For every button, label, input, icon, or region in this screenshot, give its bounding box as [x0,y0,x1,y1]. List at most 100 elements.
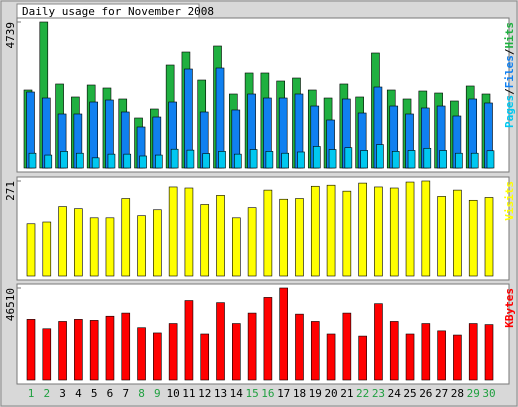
bar [218,151,226,169]
bar [360,150,368,169]
x-tick-label: 26 [419,387,432,400]
legend-entry: Hits [503,22,516,49]
bar [137,327,146,381]
x-tick-label: 28 [451,387,464,400]
bar [200,333,210,381]
bar [186,149,195,169]
bar [89,320,99,381]
x-tick-label: 30 [482,387,495,400]
bar [60,151,68,169]
bar [468,199,478,277]
bar [470,152,479,169]
bar [168,323,178,381]
bar [328,149,337,169]
x-tick-label: 12 [198,387,211,400]
bar [74,208,83,277]
bar [486,150,495,169]
x-tick-label: 10 [167,387,180,400]
bar [374,186,383,277]
bar [42,328,52,381]
x-tick-label: 15 [245,387,258,400]
bar [89,217,99,277]
bar [26,223,36,277]
x-tick-label: 1 [28,387,35,400]
bar [455,152,463,169]
bar [74,319,83,381]
bar [281,152,289,169]
bar [376,144,384,169]
x-tick-label: 25 [403,387,416,400]
x-tick-label: 17 [277,387,290,400]
bar [295,313,304,381]
bar [232,323,241,381]
legend: KBytes [503,288,516,328]
x-tick-label: 5 [91,387,98,400]
legend-separator: / [503,88,516,95]
x-tick-label: 23 [372,387,385,400]
bar [105,217,115,277]
x-tick-label: 27 [435,387,448,400]
bar [389,321,399,381]
x-tick-label: 8 [138,387,145,400]
x-tick-label: 18 [293,387,306,400]
bar [405,181,415,277]
legend-entry: Visits [503,181,516,221]
bar [121,312,131,381]
bar [310,321,320,381]
x-tick-label: 21 [340,387,353,400]
bar [28,152,37,169]
bar [407,150,416,169]
bar [200,204,210,277]
legend: Visits [503,181,516,221]
bar [121,198,131,277]
x-tick-label: 22 [356,387,369,400]
bar [58,206,67,277]
x-tick-label: 20 [324,387,337,400]
chart-title: Daily usage for November 2008 [22,5,214,18]
x-tick-label: 4 [75,387,82,400]
x-tick-label: 16 [261,387,274,400]
bar [137,215,146,277]
bar [342,312,352,381]
bar [26,319,36,381]
bar [326,184,336,277]
bar [484,324,494,381]
bar [263,189,273,277]
x-tick-label: 3 [59,387,66,400]
bar [312,146,321,169]
bar [107,153,116,169]
bar [42,221,52,277]
bar [391,151,400,169]
bar [123,153,132,169]
bar [105,315,115,381]
x-tick-label: 6 [107,387,114,400]
bar [484,197,494,277]
bar [184,187,194,277]
x-tick-label: 9 [154,387,161,400]
bar [202,153,211,169]
x-tick-label: 14 [230,387,244,400]
bar [279,198,288,277]
legend-entry: Files [503,55,516,88]
x-tick-label: 19 [309,387,322,400]
bar [170,148,179,169]
legend-entry: Pages [503,95,516,128]
bar [437,330,446,381]
y-tick-label: 46510 [4,288,17,321]
bar [423,147,432,169]
bar [468,323,478,381]
bar [232,217,241,277]
bar [279,287,288,381]
bar [216,195,225,277]
bar [405,333,415,381]
bar [326,333,336,381]
bar [76,152,84,169]
legend-entry: KBytes [503,288,516,328]
x-tick-label: 24 [388,387,402,400]
bar [265,151,274,169]
bar [184,300,194,381]
bar [247,312,257,381]
bar [310,185,320,277]
